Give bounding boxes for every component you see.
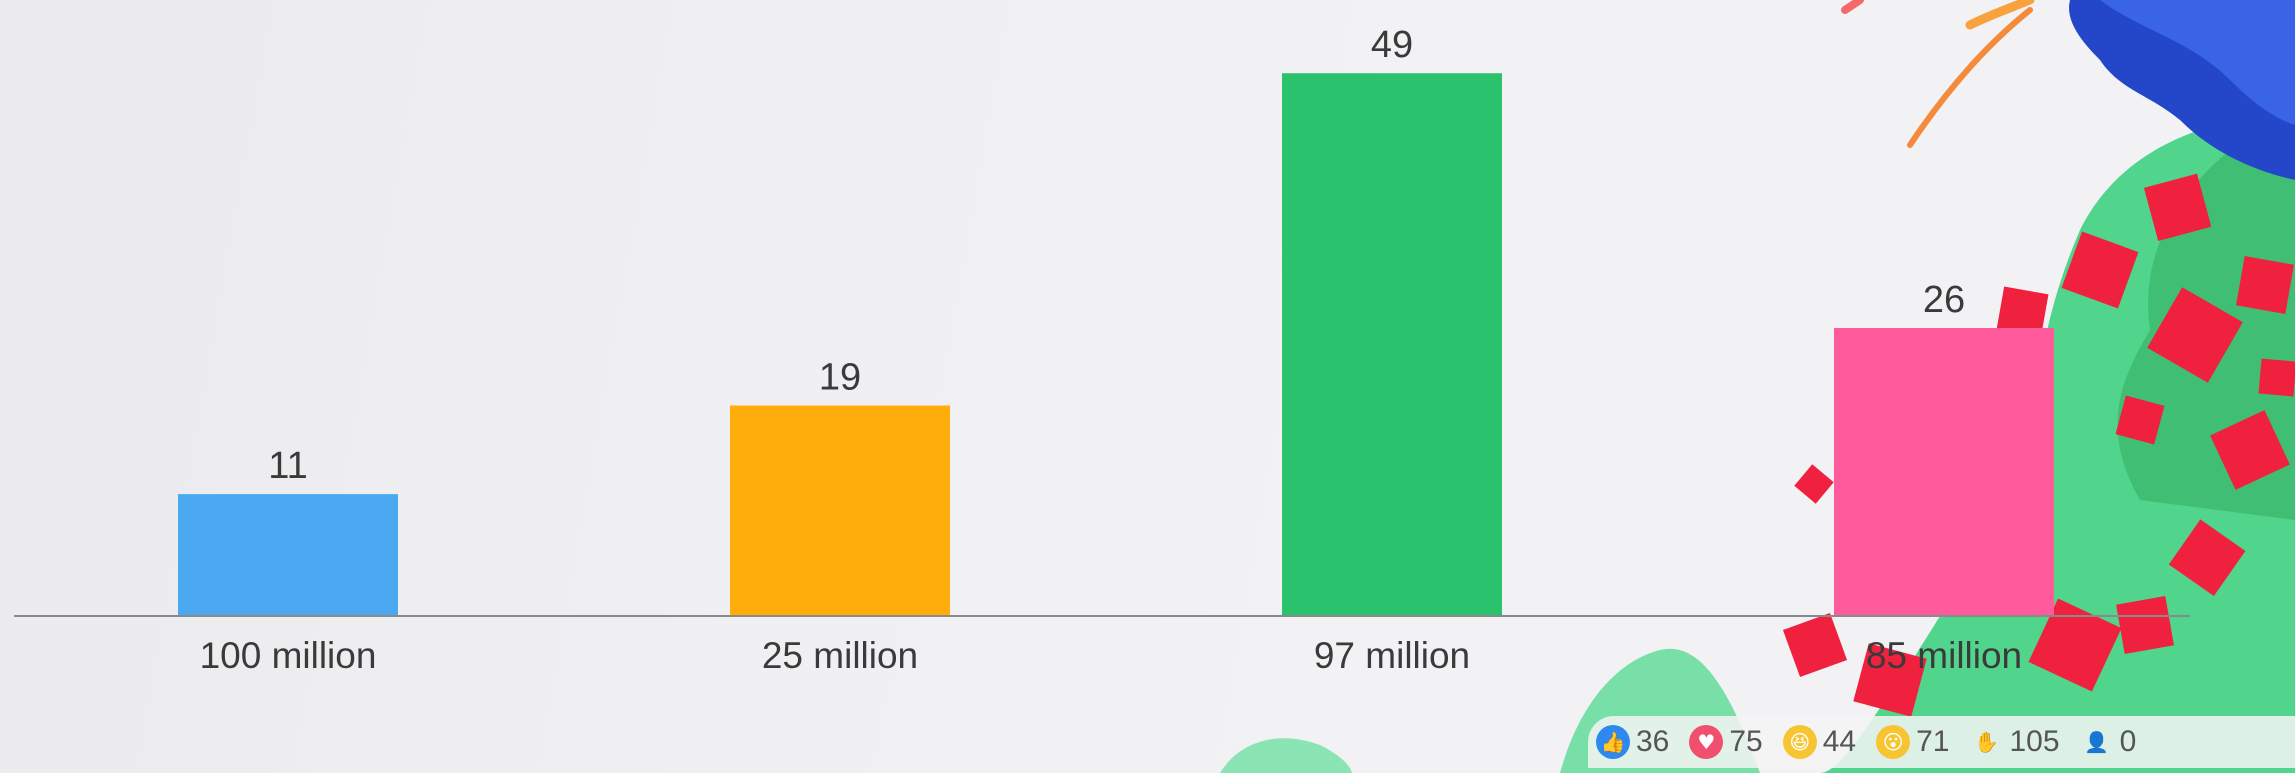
bar-4: [1834, 328, 2054, 616]
reaction-thumbs-up[interactable]: 👍 36: [1596, 725, 1669, 759]
bar-2: [730, 405, 950, 616]
reaction-laughing-face[interactable]: 😆 44: [1782, 725, 1857, 759]
red-cubes: [1782, 173, 2295, 717]
reaction-participants[interactable]: 👤 0: [2080, 725, 2137, 759]
value-labels-group: 11 19 49 26: [268, 24, 1965, 487]
reaction-heart[interactable]: ♥ 75: [1689, 725, 1763, 759]
bar-3: [1282, 73, 1502, 616]
raised-hand-icon: ✋: [1974, 730, 1999, 754]
orange-streaks: [1841, 0, 2035, 148]
category-label-1: 100 million: [200, 635, 377, 676]
category-label-4: 85 million: [1866, 635, 2022, 676]
bars-group: [178, 73, 2054, 616]
reaction-surprised-face[interactable]: 😮 71: [1876, 725, 1950, 759]
reaction-count: 44: [1822, 725, 1857, 758]
value-label-2: 19: [819, 357, 861, 399]
reaction-count: 105: [2009, 725, 2060, 758]
surprised-face-icon: 😮: [1876, 725, 1911, 759]
category-label-3: 97 million: [1314, 635, 1470, 676]
bar-1: [178, 494, 398, 616]
reaction-count: 0: [2119, 725, 2137, 758]
blue-splash: [2069, 0, 2295, 180]
participants-icon: 👤: [2084, 730, 2110, 754]
reaction-raised-hand[interactable]: ✋ 105: [1970, 725, 2060, 759]
value-label-1: 11: [268, 445, 307, 487]
category-labels-group: 100 million 25 million 97 million 85 millio…: [200, 635, 2023, 676]
value-label-4: 26: [1923, 279, 1965, 321]
reaction-count: 36: [1636, 725, 1670, 758]
reactions-bar: 👍 36 ♥ 75 😆 44 😮 71 ✋ 105 👤 0: [1588, 716, 2295, 768]
value-label-3: 49: [1371, 24, 1413, 66]
reaction-count: 75: [1729, 725, 1763, 758]
laughing-face-icon: 😆: [1782, 725, 1817, 759]
category-label-2: 25 million: [762, 635, 918, 676]
heart-icon: ♥: [1689, 725, 1724, 759]
reaction-count: 71: [1916, 725, 1950, 758]
thumbs-up-icon: 👍: [1596, 725, 1630, 759]
